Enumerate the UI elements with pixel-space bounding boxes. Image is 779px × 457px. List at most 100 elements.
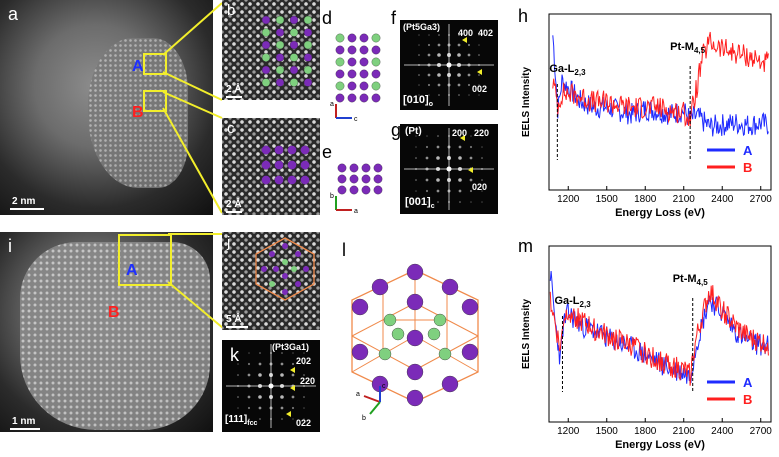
pt-atom	[282, 289, 288, 295]
fft-spot	[478, 34, 480, 36]
fft-spot	[425, 145, 429, 149]
fft-spot	[481, 168, 483, 170]
fft-f-zone: [010]o	[403, 94, 433, 109]
fft-spot	[303, 396, 305, 398]
series-B-line	[552, 31, 769, 127]
pt-atom	[335, 45, 345, 55]
fft-spot	[437, 43, 441, 47]
pt-atom	[303, 53, 313, 62]
ga-atom	[371, 81, 381, 91]
fft-spot	[259, 418, 261, 420]
x-tick-label: 2700	[750, 426, 773, 437]
x-axis-label: Energy Loss (eV)	[615, 207, 705, 219]
fft-spot	[469, 189, 473, 193]
zoom-connectors-bottom	[167, 233, 224, 329]
fft-spot	[467, 73, 471, 77]
pt-atom	[261, 266, 267, 272]
atom-overlay-b	[261, 15, 313, 87]
fft-spot	[425, 167, 429, 171]
panel-label-d: d	[322, 8, 333, 28]
fft-spot	[467, 43, 471, 47]
pt-atom	[359, 45, 369, 55]
fft-spot	[418, 84, 420, 86]
ga-atom	[335, 57, 345, 67]
fft-spot	[269, 395, 273, 399]
pt-atom	[274, 145, 284, 155]
fft-spot	[248, 352, 250, 354]
pt-atom	[371, 69, 381, 79]
pt-atom	[441, 375, 459, 393]
fft-spot	[457, 43, 461, 47]
pt-atom	[287, 160, 297, 170]
fft-spot	[291, 395, 295, 399]
pt-atom	[335, 69, 345, 79]
pt-atom	[359, 93, 369, 103]
fft-k-spot-2: 220	[300, 376, 316, 386]
pt-atom	[461, 343, 479, 361]
fft-streak-h	[404, 168, 494, 170]
pt-atom	[261, 40, 271, 50]
particle-shape	[88, 38, 188, 188]
pt-atom	[347, 45, 357, 55]
region-j-highlight-box	[118, 234, 172, 286]
x-tick-label: 1800	[634, 426, 657, 437]
spot-arrow	[460, 135, 465, 141]
fft-spot	[470, 135, 472, 137]
fft-spot	[458, 189, 462, 193]
fft-spot	[437, 83, 441, 87]
pt-atom	[349, 185, 359, 195]
panel-c-atomic-image: c 2 Å	[222, 118, 320, 215]
panel-label-k: k	[230, 345, 239, 365]
fft-spot	[258, 384, 262, 388]
fft-spot	[280, 362, 284, 366]
fft-spot	[436, 167, 440, 171]
pt-atom	[461, 298, 479, 316]
ga-atom	[335, 81, 345, 91]
fft-spot	[280, 384, 284, 388]
fft-spot	[237, 363, 239, 365]
fft-spot	[415, 201, 417, 203]
fft-f-phase: (Pt5Ga3)	[403, 22, 441, 32]
pt-atom	[349, 174, 359, 184]
pt-atom	[361, 174, 371, 184]
x-axis-label: Energy Loss (eV)	[615, 439, 705, 451]
fft-spot	[437, 53, 441, 57]
fft-spot	[447, 189, 451, 193]
pt-atom	[282, 273, 288, 279]
fft-spot	[237, 407, 239, 409]
fft-k-spots	[226, 344, 316, 428]
fft-spot	[425, 189, 429, 193]
panel-label-f: f	[391, 8, 397, 28]
pt-atom	[347, 81, 357, 91]
x-tick-label: 1800	[634, 194, 657, 205]
pt-atom	[406, 389, 424, 407]
spot-arrow	[286, 411, 291, 417]
pt-atom	[406, 363, 424, 381]
fft-k-spot-3: 022	[296, 418, 312, 428]
pt-atom	[337, 174, 347, 184]
pt-atom	[371, 45, 381, 55]
fft-spot	[457, 63, 461, 67]
fft-spot	[291, 362, 295, 366]
panel-label-g: g	[391, 120, 402, 140]
pt-atom	[371, 278, 389, 296]
pt-atom	[261, 175, 271, 185]
pt-atom	[347, 93, 357, 103]
fft-spot	[481, 146, 483, 148]
zoom-connectors-top	[162, 2, 223, 214]
fft-streak-v	[448, 24, 450, 106]
pt-atom	[351, 298, 369, 316]
y-axis-label: EELS Intensity	[521, 299, 532, 369]
panel-label-c: c	[227, 120, 235, 137]
fft-g-spot-2: 220	[474, 128, 490, 138]
fft-spot	[258, 406, 262, 410]
fft-k-phase: (Pt3Ga1)	[272, 342, 310, 352]
panel-j-atomic-image: j 5 Å	[222, 232, 320, 330]
pt-atom	[269, 251, 275, 257]
fft-spot	[438, 94, 440, 96]
fft-spot	[459, 135, 461, 137]
fft-spot	[437, 63, 441, 67]
scalebar-i: 1 nm	[12, 416, 36, 427]
fft-spot	[292, 352, 294, 354]
fft-spot	[269, 373, 273, 377]
